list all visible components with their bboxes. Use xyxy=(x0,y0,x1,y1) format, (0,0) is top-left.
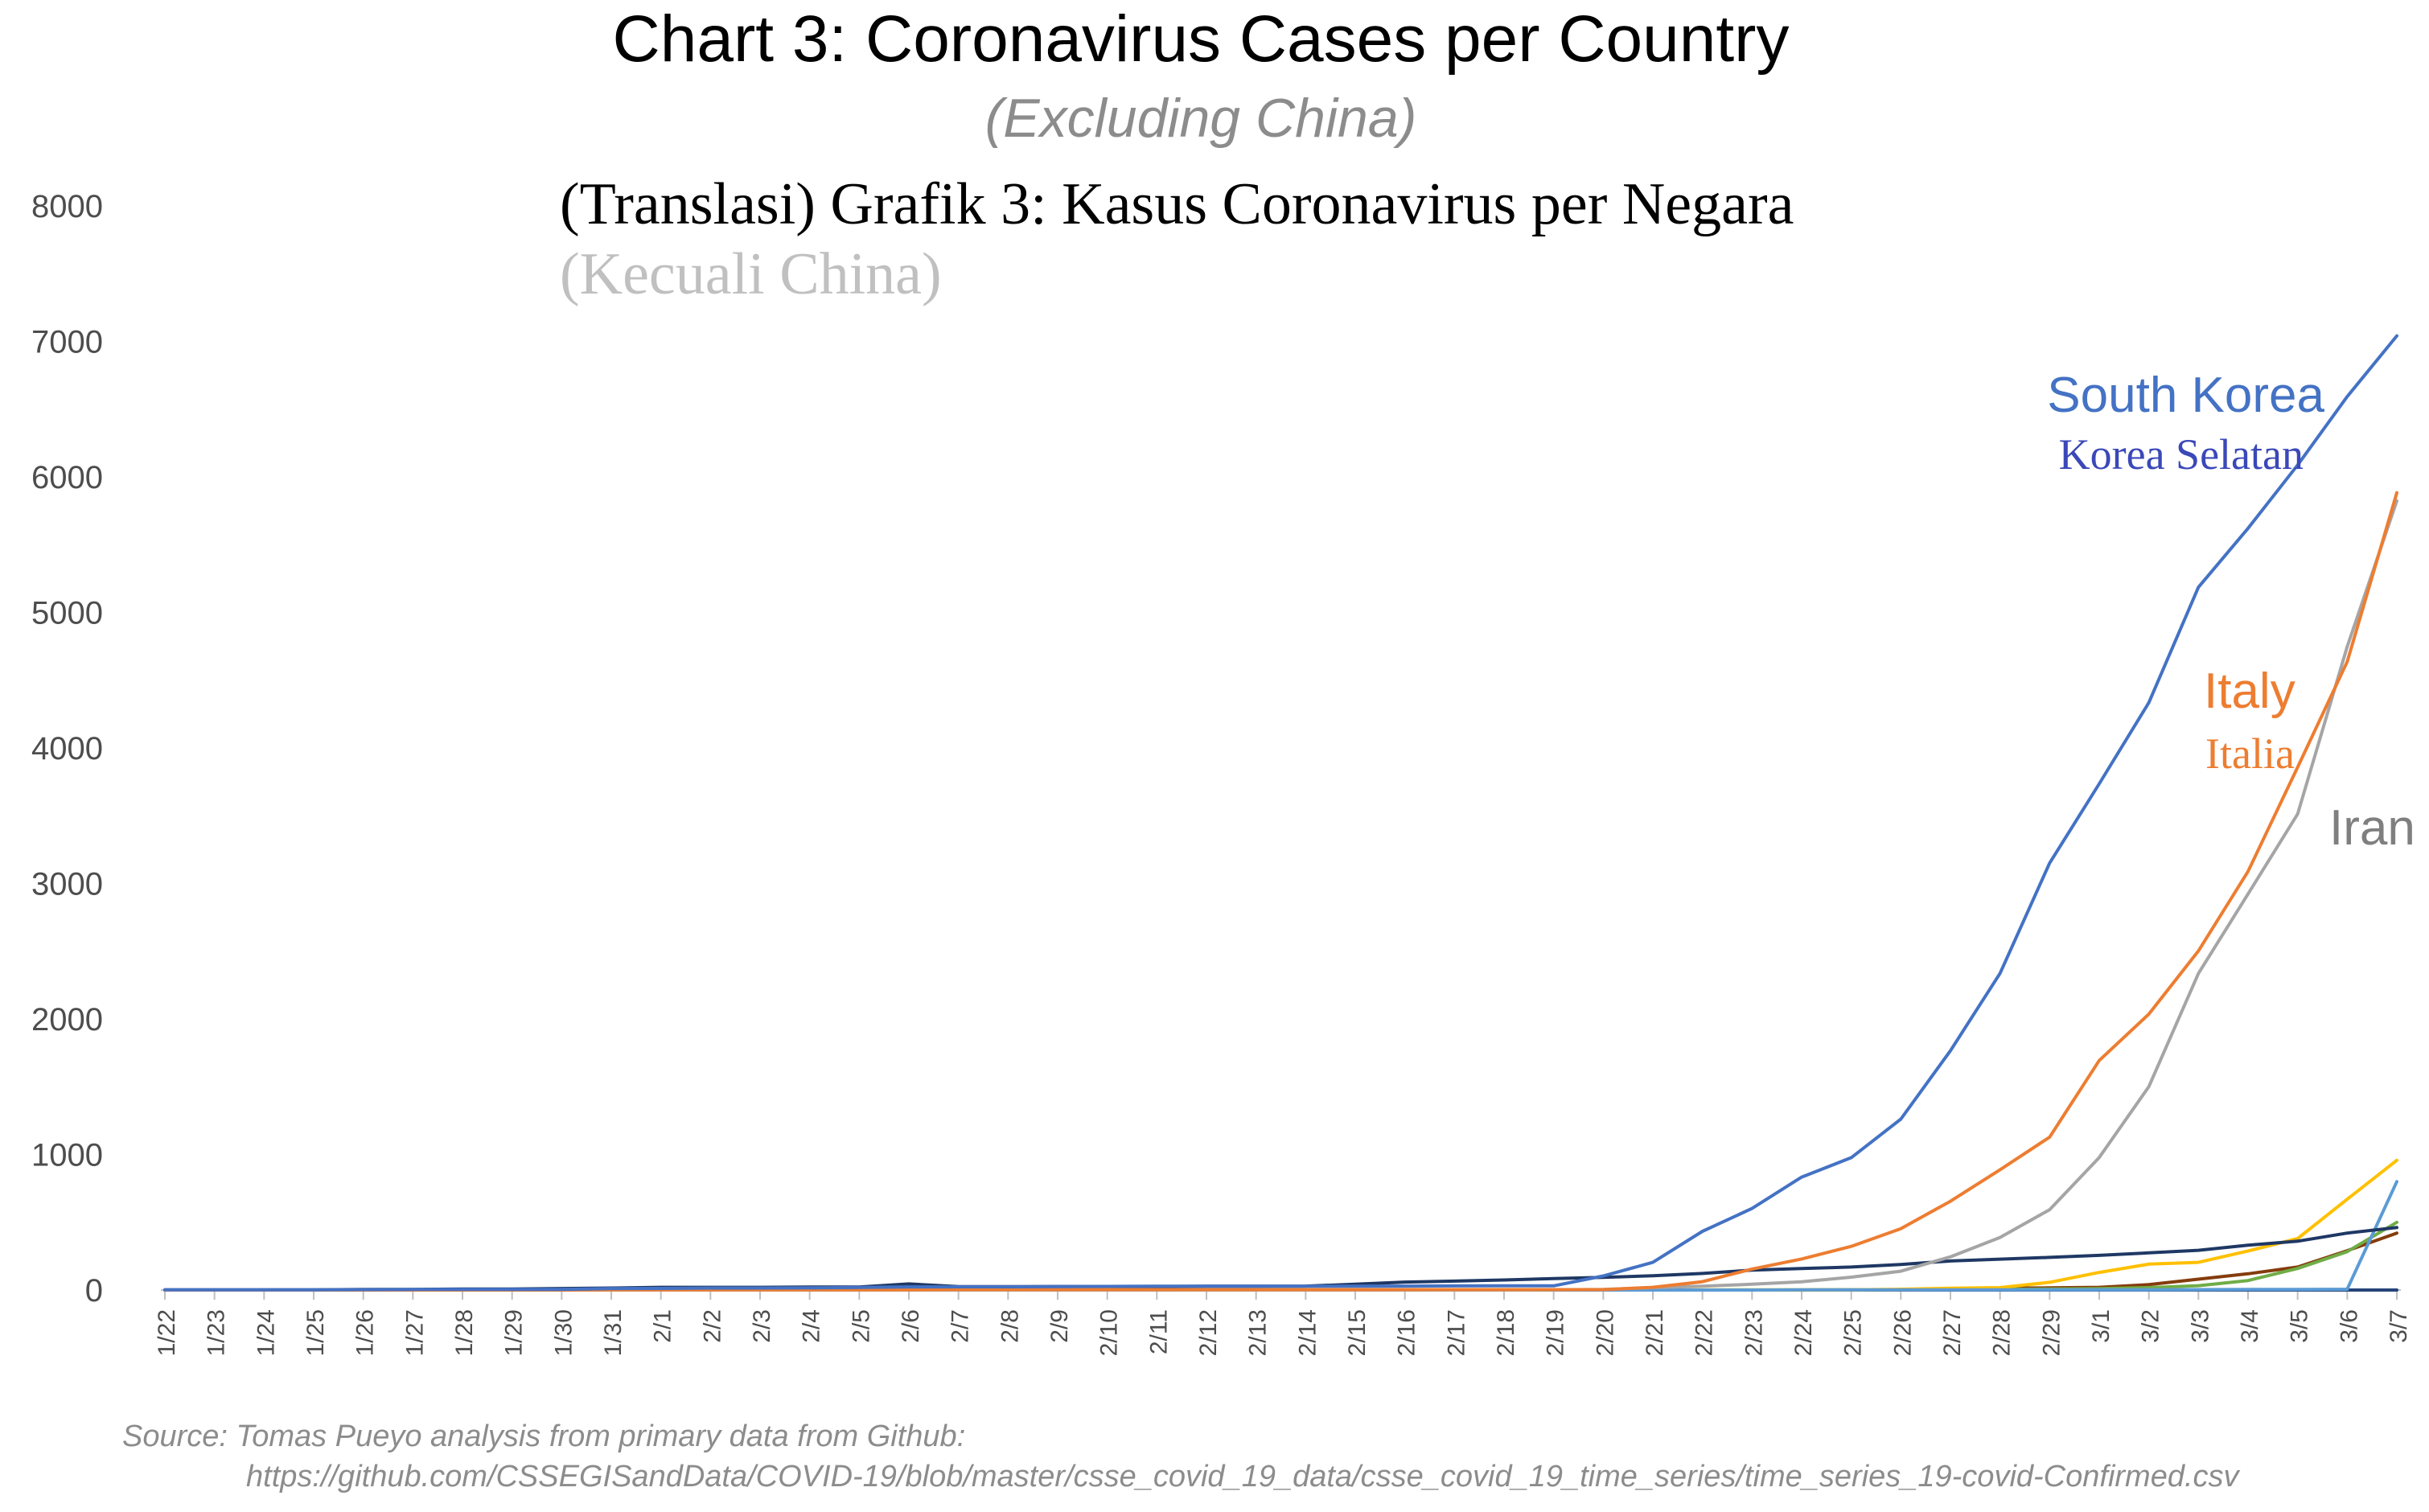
chart-subtitle: (Excluding China) xyxy=(985,88,1417,149)
x-tick-label: 2/25 xyxy=(1840,1309,1867,1356)
y-tick-label: 6000 xyxy=(31,460,103,495)
x-tick-label: 2/21 xyxy=(1642,1309,1668,1356)
y-tick-label: 3000 xyxy=(31,867,103,902)
series-line-5 xyxy=(163,1158,2398,1292)
source-url: https://github.com/CSSEGISandData/COVID-… xyxy=(246,1460,2241,1494)
label-italy: Italy xyxy=(2204,664,2295,719)
label-korea-selatan: Korea Selatan xyxy=(2059,430,2304,479)
x-tick-label: 2/20 xyxy=(1592,1309,1618,1356)
y-tick-label: 2000 xyxy=(31,1002,103,1037)
x-tick-label: 2/28 xyxy=(1989,1309,2016,1356)
x-tick-label: 2/14 xyxy=(1294,1309,1321,1356)
x-tick-label: 2/13 xyxy=(1245,1309,1272,1356)
x-tick-label: 1/28 xyxy=(451,1309,478,1356)
y-tick-label: 1000 xyxy=(31,1138,103,1173)
y-tick-label: 8000 xyxy=(31,189,103,224)
x-tick-label: 2/1 xyxy=(650,1309,676,1343)
x-tick-label: 2/3 xyxy=(749,1309,775,1343)
series-line-2 xyxy=(163,499,2398,1292)
x-tick-label: 3/3 xyxy=(2187,1309,2213,1343)
x-tick-label: 2/24 xyxy=(1790,1309,1817,1356)
x-tick-label: 2/23 xyxy=(1741,1309,1767,1356)
translated-title: (Translasi) Grafik 3: Kasus Coronavirus … xyxy=(560,171,1794,237)
label-italia: Italia xyxy=(2205,729,2295,778)
x-tick-label: 2/19 xyxy=(1543,1309,1569,1356)
x-tick-label: 1/27 xyxy=(401,1309,428,1356)
y-tick-label: 4000 xyxy=(31,731,103,766)
x-tick-label: 2/18 xyxy=(1493,1309,1519,1356)
x-tick-label: 1/22 xyxy=(154,1309,180,1356)
x-tick-label: 2/8 xyxy=(997,1309,1023,1343)
y-axis: 0 1000 2000 3000 4000 5000 6000 7000 8000 xyxy=(31,189,103,1309)
x-tick-label: 2/12 xyxy=(1195,1309,1222,1356)
label-south-korea: South Korea xyxy=(2047,368,2324,423)
label-iran: Iran xyxy=(2329,800,2415,856)
x-tick-label: 2/17 xyxy=(1443,1309,1469,1356)
series-line-0 xyxy=(163,334,2398,1292)
x-tick-label: 1/31 xyxy=(600,1309,627,1356)
x-tick-label: 2/2 xyxy=(699,1309,725,1343)
x-tick-label: 1/30 xyxy=(550,1309,577,1356)
x-axis: 1/22 1/23 1/24 1/25 1/26 1/27 1/28 1/29 1/30 1/31… xyxy=(154,1289,2412,1356)
x-tick-label: 3/1 xyxy=(2088,1309,2115,1343)
x-tick-label: 2/10 xyxy=(1096,1309,1123,1356)
x-tick-label: 2/4 xyxy=(799,1309,825,1343)
x-tick-label: 2/26 xyxy=(1889,1309,1916,1356)
x-tick-label: 2/6 xyxy=(898,1309,924,1343)
x-tick-label: 3/7 xyxy=(2386,1309,2412,1343)
chart-title: Chart 3: Coronavirus Cases per Country xyxy=(613,2,1790,76)
x-tick-label: 2/9 xyxy=(1046,1309,1073,1343)
x-tick-label: 2/16 xyxy=(1394,1309,1420,1356)
x-tick-label: 3/2 xyxy=(2138,1309,2164,1343)
x-tick-label: 3/6 xyxy=(2336,1309,2362,1343)
x-tick-label: 2/22 xyxy=(1691,1309,1718,1356)
y-tick-label: 5000 xyxy=(31,596,103,631)
y-tick-label: 7000 xyxy=(31,325,103,360)
x-tick-label: 1/24 xyxy=(253,1309,279,1356)
x-tick-label: 3/5 xyxy=(2287,1309,2313,1343)
x-tick-label: 2/15 xyxy=(1344,1309,1371,1356)
x-tick-label: 2/5 xyxy=(848,1309,874,1343)
series-lines xyxy=(163,334,2398,1292)
series-line-7 xyxy=(163,1231,2398,1292)
x-tick-label: 1/25 xyxy=(302,1309,329,1356)
source-note: Source: Tomas Pueyo analysis from primar… xyxy=(122,1420,965,1453)
x-tick-label: 1/29 xyxy=(501,1309,528,1356)
x-tick-label: 2/27 xyxy=(1939,1309,1966,1356)
y-tick-label: 0 xyxy=(85,1273,103,1309)
x-tick-label: 2/7 xyxy=(947,1309,974,1343)
series-line-1 xyxy=(163,491,2398,1292)
x-tick-label: 1/23 xyxy=(203,1309,230,1356)
x-tick-label: 1/26 xyxy=(352,1309,379,1356)
translated-subtitle: (Kecuali China) xyxy=(560,241,942,307)
x-tick-label: 3/4 xyxy=(2237,1309,2263,1343)
x-tick-label: 2/29 xyxy=(2038,1309,2065,1356)
x-tick-label: 2/11 xyxy=(1145,1309,1172,1354)
